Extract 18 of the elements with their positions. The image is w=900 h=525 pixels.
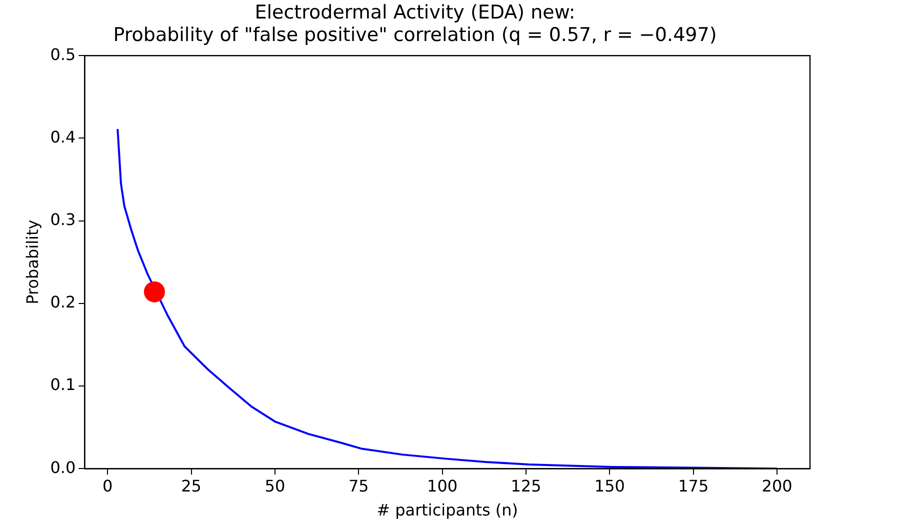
x-tick-label: 100 xyxy=(427,476,458,496)
x-axis-title: # participants (n) xyxy=(376,500,518,520)
y-tick-label: 0.0 xyxy=(50,458,76,477)
y-tick-label: 0.2 xyxy=(50,292,76,312)
x-tick-label: 50 xyxy=(264,476,286,496)
y-tick-label: 0.3 xyxy=(50,210,76,229)
x-tick-label: 0 xyxy=(102,476,113,496)
x-tick-label: 125 xyxy=(510,476,542,496)
y-tick-label: 0.5 xyxy=(50,44,76,64)
y-tick-label: 0.1 xyxy=(50,375,76,394)
x-tick-label: 200 xyxy=(762,476,792,496)
x-tick-label: 75 xyxy=(348,476,369,496)
x-tick-label: 175 xyxy=(678,476,709,496)
x-tick-label: 150 xyxy=(594,476,625,496)
y-tick-label: 0.4 xyxy=(50,127,76,146)
y-axis-title: Probability xyxy=(22,220,42,304)
x-tick-label: 25 xyxy=(181,476,202,496)
chart-title: Electrodermal Activity (EDA) new: Probability of "false positive" correlation (q = 0.57, r = −0.497) xyxy=(113,1,717,46)
